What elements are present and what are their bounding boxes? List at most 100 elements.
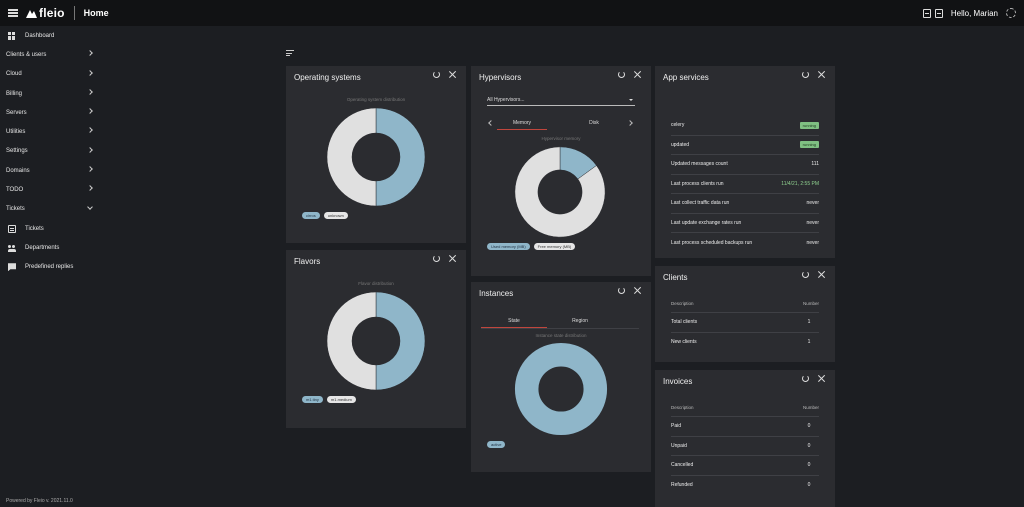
menu-icon[interactable]	[0, 0, 26, 26]
greeting[interactable]: Hello, Marian	[950, 8, 998, 18]
row-label: New clients	[671, 339, 697, 346]
legend-item[interactable]: unknown	[323, 212, 348, 219]
card-title: Clients	[663, 273, 688, 282]
list-item: celery running	[671, 116, 819, 136]
flavors-donut-chart	[326, 291, 426, 391]
sidebar-item-label: TODO	[6, 187, 24, 194]
donut-slice-m1-tiny[interactable]	[375, 291, 426, 391]
clipboard-icon[interactable]	[922, 8, 931, 18]
row-label: Unpaid	[671, 442, 687, 449]
donut-slice-active[interactable]	[514, 342, 608, 436]
legend-item[interactable]: active	[487, 441, 506, 448]
close-icon[interactable]	[633, 70, 641, 78]
row-value: never	[806, 239, 819, 246]
row-label: Last collect traffic data run	[671, 200, 730, 207]
refresh-icon[interactable]	[433, 71, 440, 78]
hypervisor-select[interactable]: All Hypervisors...	[487, 94, 635, 106]
brand-name: fleio	[39, 6, 65, 20]
chevron-right-icon	[87, 166, 93, 172]
sidebar-item-label: Billing	[6, 90, 23, 97]
sidebar-item-predefined-replies[interactable]: Predefined replies	[0, 258, 100, 277]
tab-state[interactable]: State	[481, 310, 547, 328]
sidebar-item-label: Tickets	[25, 225, 44, 232]
card-title: App services	[663, 73, 709, 82]
donut-slice-unknown[interactable]	[326, 107, 377, 207]
invoices-card: Invoices Description Number Paid 0 Unpai…	[655, 370, 835, 507]
refresh-icon[interactable]	[433, 255, 440, 262]
instances-donut-chart	[514, 342, 608, 436]
donut-slice-cirros[interactable]	[375, 107, 426, 207]
sidebar-item-todo[interactable]: TODO	[0, 180, 100, 199]
os-donut-chart	[326, 107, 426, 207]
list-item: Last update exchange rates run never	[671, 214, 819, 233]
ticket-icon	[8, 224, 16, 233]
tab-region[interactable]: Region	[572, 318, 588, 324]
donut-slice-free-memory-mb-[interactable]	[514, 146, 606, 238]
account-icon[interactable]	[1006, 8, 1016, 18]
legend-item[interactable]: Free memory (MB)	[533, 243, 576, 250]
donut-slice-m1-medium[interactable]	[326, 291, 377, 391]
sidebar-item-departments[interactable]: Departments	[0, 238, 100, 257]
tab-memory[interactable]: Memory	[497, 112, 547, 130]
sidebar-item-servers[interactable]: Servers	[0, 103, 100, 122]
app-services-list: celery running updated running Updated m…	[671, 116, 819, 253]
close-icon[interactable]	[817, 70, 825, 78]
logo[interactable]: fleio	[26, 0, 65, 26]
row-label: Last process scheduled backups run	[671, 239, 753, 246]
table-row: New clients 1	[671, 333, 819, 353]
card-title: Instances	[479, 289, 514, 298]
chevron-right-icon	[87, 185, 93, 192]
sidebar-item-dashboard[interactable]: Dashboard	[0, 26, 100, 45]
hypervisor-memory-donut-chart	[514, 146, 606, 238]
row-label: Total clients	[671, 319, 698, 326]
row-label: Updated messages count	[671, 161, 728, 168]
sidebar-item-utilities[interactable]: Utilities	[0, 122, 100, 141]
sidebar-item-clients-users[interactable]: Clients & users	[0, 45, 100, 64]
close-icon[interactable]	[448, 70, 456, 78]
refresh-icon[interactable]	[802, 271, 809, 278]
table-row: Unpaid 0	[671, 437, 819, 456]
close-icon[interactable]	[633, 286, 641, 294]
chevron-down-icon	[87, 203, 93, 210]
tab-next-icon[interactable]	[627, 120, 633, 126]
table-row: Refunded 0	[671, 476, 819, 496]
list-item: Last process scheduled backups run never	[671, 233, 819, 253]
sidebar-item-settings[interactable]: Settings	[0, 142, 100, 161]
sidebar-item-tickets-group[interactable]: Tickets	[0, 200, 100, 219]
legend-item[interactable]: Used memory (MB)	[487, 243, 530, 250]
legend-item[interactable]: m1.medium	[326, 396, 356, 403]
refresh-icon[interactable]	[802, 71, 809, 78]
close-icon[interactable]	[817, 270, 825, 278]
row-label: Last process clients run	[671, 180, 724, 187]
table-row: Paid 0	[671, 417, 819, 437]
card-title: Operating systems	[294, 73, 361, 82]
row-value: never	[806, 200, 819, 207]
legend-item[interactable]: cirros	[302, 212, 320, 219]
sidebar-item-billing[interactable]: Billing	[0, 84, 100, 103]
tab-disk[interactable]: Disk	[589, 120, 599, 126]
refresh-icon[interactable]	[618, 71, 625, 78]
card-title: Hypervisors	[479, 73, 522, 82]
sidebar-item-tickets[interactable]: Tickets	[0, 219, 100, 238]
cart-icon[interactable]	[934, 8, 943, 18]
sidebar-item-domains[interactable]: Domains	[0, 161, 100, 180]
list-item: Last process clients run 11/4/21, 2:55 P…	[671, 175, 819, 194]
refresh-icon[interactable]	[802, 375, 809, 382]
filter-icon[interactable]	[286, 50, 294, 56]
chevron-right-icon	[87, 50, 93, 57]
refresh-icon[interactable]	[618, 287, 625, 294]
close-icon[interactable]	[817, 374, 825, 382]
tab-prev-icon[interactable]	[488, 120, 494, 126]
chevron-right-icon	[87, 146, 93, 153]
list-item: updated running	[671, 136, 819, 155]
legend-item[interactable]: m1.tiny	[302, 396, 323, 403]
chevron-right-icon	[87, 108, 93, 115]
sidebar-item-cloud[interactable]: Cloud	[0, 65, 100, 84]
close-icon[interactable]	[448, 254, 456, 262]
sidebar-item-label: Tickets	[6, 206, 25, 213]
row-value: 1	[807, 319, 811, 326]
footer-version: Powered by Fleio v. 2021.11.0	[6, 498, 73, 504]
card-title: Invoices	[663, 377, 693, 386]
row-value: 111	[811, 161, 819, 168]
status-badge: running	[799, 121, 819, 129]
